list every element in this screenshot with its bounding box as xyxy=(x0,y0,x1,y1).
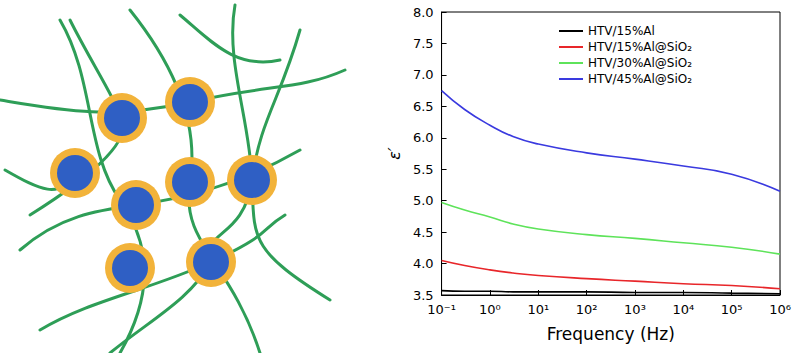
svg-text:HTV/15%Al: HTV/15%Al xyxy=(588,24,655,38)
svg-text:7.0: 7.0 xyxy=(413,67,434,82)
svg-text:6.0: 6.0 xyxy=(413,130,434,145)
svg-text:5.0: 5.0 xyxy=(413,193,434,208)
svg-text:5.5: 5.5 xyxy=(413,162,434,177)
svg-text:ε′: ε′ xyxy=(385,147,404,160)
svg-text:10¹: 10¹ xyxy=(527,302,549,317)
svg-text:6.5: 6.5 xyxy=(413,99,434,114)
svg-text:Frequency (Hz): Frequency (Hz) xyxy=(547,324,675,344)
svg-text:10²: 10² xyxy=(576,302,598,317)
svg-text:10⁶: 10⁶ xyxy=(769,302,791,317)
svg-text:10⁰: 10⁰ xyxy=(479,302,501,317)
svg-text:HTV/15%Al@SiO₂: HTV/15%Al@SiO₂ xyxy=(588,40,692,54)
svg-text:10⁻¹: 10⁻¹ xyxy=(427,302,456,317)
svg-text:10⁴: 10⁴ xyxy=(672,302,694,317)
svg-text:3.5: 3.5 xyxy=(413,288,434,303)
svg-text:4.0: 4.0 xyxy=(413,256,434,271)
svg-text:7.5: 7.5 xyxy=(413,36,434,51)
svg-text:HTV/30%Al@SiO₂: HTV/30%Al@SiO₂ xyxy=(588,56,692,70)
svg-text:HTV/45%Al@SiO₂: HTV/45%Al@SiO₂ xyxy=(588,72,692,86)
svg-text:4.5: 4.5 xyxy=(413,225,434,240)
svg-text:8.0: 8.0 xyxy=(413,5,434,20)
svg-text:10⁵: 10⁵ xyxy=(721,302,743,317)
svg-text:10³: 10³ xyxy=(624,302,646,317)
